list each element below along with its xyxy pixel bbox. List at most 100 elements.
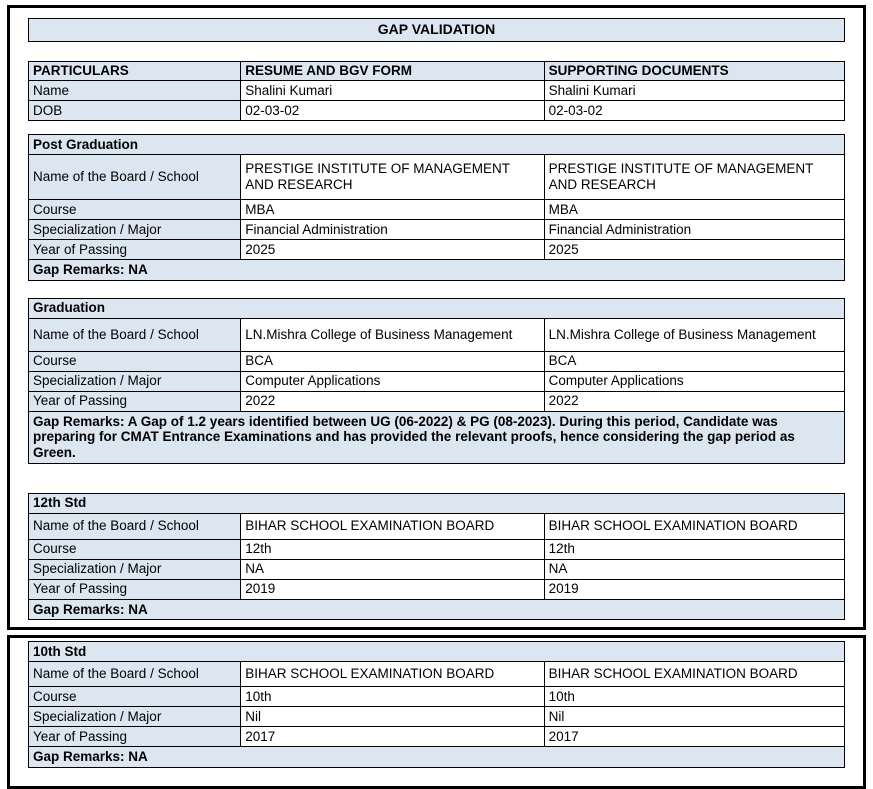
section-title: 10th Std	[28, 641, 845, 663]
twelfth-std-table: 12th Std Name of the Board / School BIHA…	[27, 492, 846, 621]
supporting-value-cell: 12th	[543, 538, 846, 560]
resume-value-cell: BIHAR SCHOOL EXAMINATION BOARD	[240, 661, 545, 688]
row-label-cell: Course	[27, 350, 242, 372]
row-label-cell: Year of Passing	[27, 726, 242, 748]
section-title: Graduation	[28, 297, 845, 319]
row-label-cell: Year of Passing	[27, 390, 242, 412]
row-label-cell: Name	[27, 80, 242, 101]
supporting-value-cell: 10th	[543, 686, 846, 708]
table-row-board-school: Name of the Board / School BIHAR SCHOOL …	[27, 512, 846, 540]
section-title: Post Graduation	[28, 134, 845, 155]
supporting-value-cell: 2022	[543, 390, 846, 412]
row-label-cell: Course	[27, 538, 242, 560]
resume-value-cell: Nil	[240, 706, 545, 728]
table-row-board-school: Name of the Board / School PRESTIGE INST…	[27, 154, 846, 200]
section-header-row: Graduation	[28, 297, 845, 319]
supporting-value-cell: BIHAR SCHOOL EXAMINATION BOARD	[543, 661, 846, 688]
page-title: GAP VALIDATION	[28, 18, 845, 42]
row-label-cell: Name of the Board / School	[27, 154, 242, 200]
row-label-cell: Name of the Board / School	[27, 512, 242, 540]
gap-remarks-row: Gap Remarks: NA	[28, 746, 845, 768]
table-row-course: Course BCA BCA	[27, 350, 846, 372]
gap-remarks-row: Gap Remarks: A Gap of 1.2 years identifi…	[28, 410, 845, 464]
supporting-value-cell: NA	[543, 558, 846, 580]
resume-value-cell: Shalini Kumari	[240, 80, 545, 101]
supporting-value-cell: Shalini Kumari	[543, 80, 846, 101]
resume-value-cell: 10th	[240, 686, 545, 708]
particulars-header-row: PARTICULARS RESUME AND BGV FORM SUPPORTI…	[27, 61, 846, 81]
resume-value-cell: 2019	[240, 578, 545, 600]
graduation-table: Graduation Name of the Board / School LN…	[27, 297, 846, 464]
gap-remarks-row: Gap Remarks: NA	[28, 259, 845, 281]
gap-remarks-cell: Gap Remarks: A Gap of 1.2 years identifi…	[28, 410, 845, 464]
supporting-value-cell: 02-03-02	[543, 100, 846, 121]
section-header-row: 10th Std	[28, 641, 845, 663]
resume-value-cell: Computer Applications	[240, 370, 545, 392]
row-label-cell: Specialization / Major	[27, 706, 242, 728]
row-label-cell: Name of the Board / School	[27, 661, 242, 688]
main-outer-frame: GAP VALIDATION PARTICULARS RESUME AND BG…	[7, 5, 866, 631]
bottom-outer-frame: 10th Std Name of the Board / School BIHA…	[7, 635, 866, 789]
table-row-course: Course 10th 10th	[27, 686, 846, 708]
resume-value-cell: LN.Mishra College of Business Management	[240, 317, 545, 352]
resume-value-cell: Financial Administration	[240, 219, 545, 240]
table-row-board-school: Name of the Board / School BIHAR SCHOOL …	[27, 661, 846, 688]
supporting-value-cell: 2019	[543, 578, 846, 600]
section-header-row: 12th Std	[28, 492, 845, 514]
table-row-board-school: Name of the Board / School LN.Mishra Col…	[27, 317, 846, 352]
column-header-supporting-docs: SUPPORTING DOCUMENTS	[543, 61, 846, 81]
resume-value-cell: BIHAR SCHOOL EXAMINATION BOARD	[240, 512, 545, 540]
supporting-value-cell: LN.Mishra College of Business Management	[543, 317, 846, 352]
particulars-table: PARTICULARS RESUME AND BGV FORM SUPPORTI…	[27, 61, 846, 121]
row-label-cell: Year of Passing	[27, 578, 242, 600]
table-row-dob: DOB 02-03-02 02-03-02	[27, 100, 846, 121]
supporting-value-cell: Computer Applications	[543, 370, 846, 392]
row-label-cell: Specialization / Major	[27, 370, 242, 392]
section-title: 12th Std	[28, 492, 845, 514]
table-row-year-of-passing: Year of Passing 2022 2022	[27, 390, 846, 412]
table-row-specialization: Specialization / Major Financial Adminis…	[27, 219, 846, 240]
resume-value-cell: BCA	[240, 350, 545, 372]
resume-value-cell: 2025	[240, 239, 545, 260]
supporting-value-cell: BIHAR SCHOOL EXAMINATION BOARD	[543, 512, 846, 540]
row-label-cell: Course	[27, 199, 242, 220]
gap-remarks-cell: Gap Remarks: NA	[28, 598, 845, 621]
table-row-year-of-passing: Year of Passing 2017 2017	[27, 726, 846, 748]
resume-value-cell: MBA	[240, 199, 545, 220]
supporting-value-cell: Financial Administration	[543, 219, 846, 240]
table-row-specialization: Specialization / Major Computer Applicat…	[27, 370, 846, 392]
resume-value-cell: 2017	[240, 726, 545, 748]
resume-value-cell: NA	[240, 558, 545, 580]
supporting-value-cell: 2025	[543, 239, 846, 260]
row-label-cell: DOB	[27, 100, 242, 121]
section-header-row: Post Graduation	[28, 134, 845, 155]
table-row-specialization: Specialization / Major Nil Nil	[27, 706, 846, 728]
row-label-cell: Specialization / Major	[27, 558, 242, 580]
supporting-value-cell: Nil	[543, 706, 846, 728]
gap-remarks-cell: Gap Remarks: NA	[28, 746, 845, 768]
supporting-value-cell: PRESTIGE INSTITUTE OF MANAGEMENT AND RES…	[543, 154, 846, 200]
resume-value-cell: 02-03-02	[240, 100, 545, 121]
row-label-cell: Course	[27, 686, 242, 708]
gap-remarks-row: Gap Remarks: NA	[28, 598, 845, 621]
table-row-course: Course MBA MBA	[27, 199, 846, 220]
table-row-name: Name Shalini Kumari Shalini Kumari	[27, 80, 846, 101]
gap-remarks-cell: Gap Remarks: NA	[28, 259, 845, 281]
table-row-course: Course 12th 12th	[27, 538, 846, 560]
resume-value-cell: PRESTIGE INSTITUTE OF MANAGEMENT AND RES…	[240, 154, 545, 200]
tenth-std-table: 10th Std Name of the Board / School BIHA…	[27, 641, 846, 768]
supporting-value-cell: BCA	[543, 350, 846, 372]
column-header-resume-bgv: RESUME AND BGV FORM	[240, 61, 545, 81]
row-label-cell: Specialization / Major	[27, 219, 242, 240]
supporting-value-cell: MBA	[543, 199, 846, 220]
table-row-year-of-passing: Year of Passing 2025 2025	[27, 239, 846, 260]
column-header-particulars: PARTICULARS	[27, 61, 242, 81]
row-label-cell: Name of the Board / School	[27, 317, 242, 352]
table-row-year-of-passing: Year of Passing 2019 2019	[27, 578, 846, 600]
table-row-specialization: Specialization / Major NA NA	[27, 558, 846, 580]
resume-value-cell: 12th	[240, 538, 545, 560]
supporting-value-cell: 2017	[543, 726, 846, 748]
post-graduation-table: Post Graduation Name of the Board / Scho…	[27, 134, 846, 281]
resume-value-cell: 2022	[240, 390, 545, 412]
